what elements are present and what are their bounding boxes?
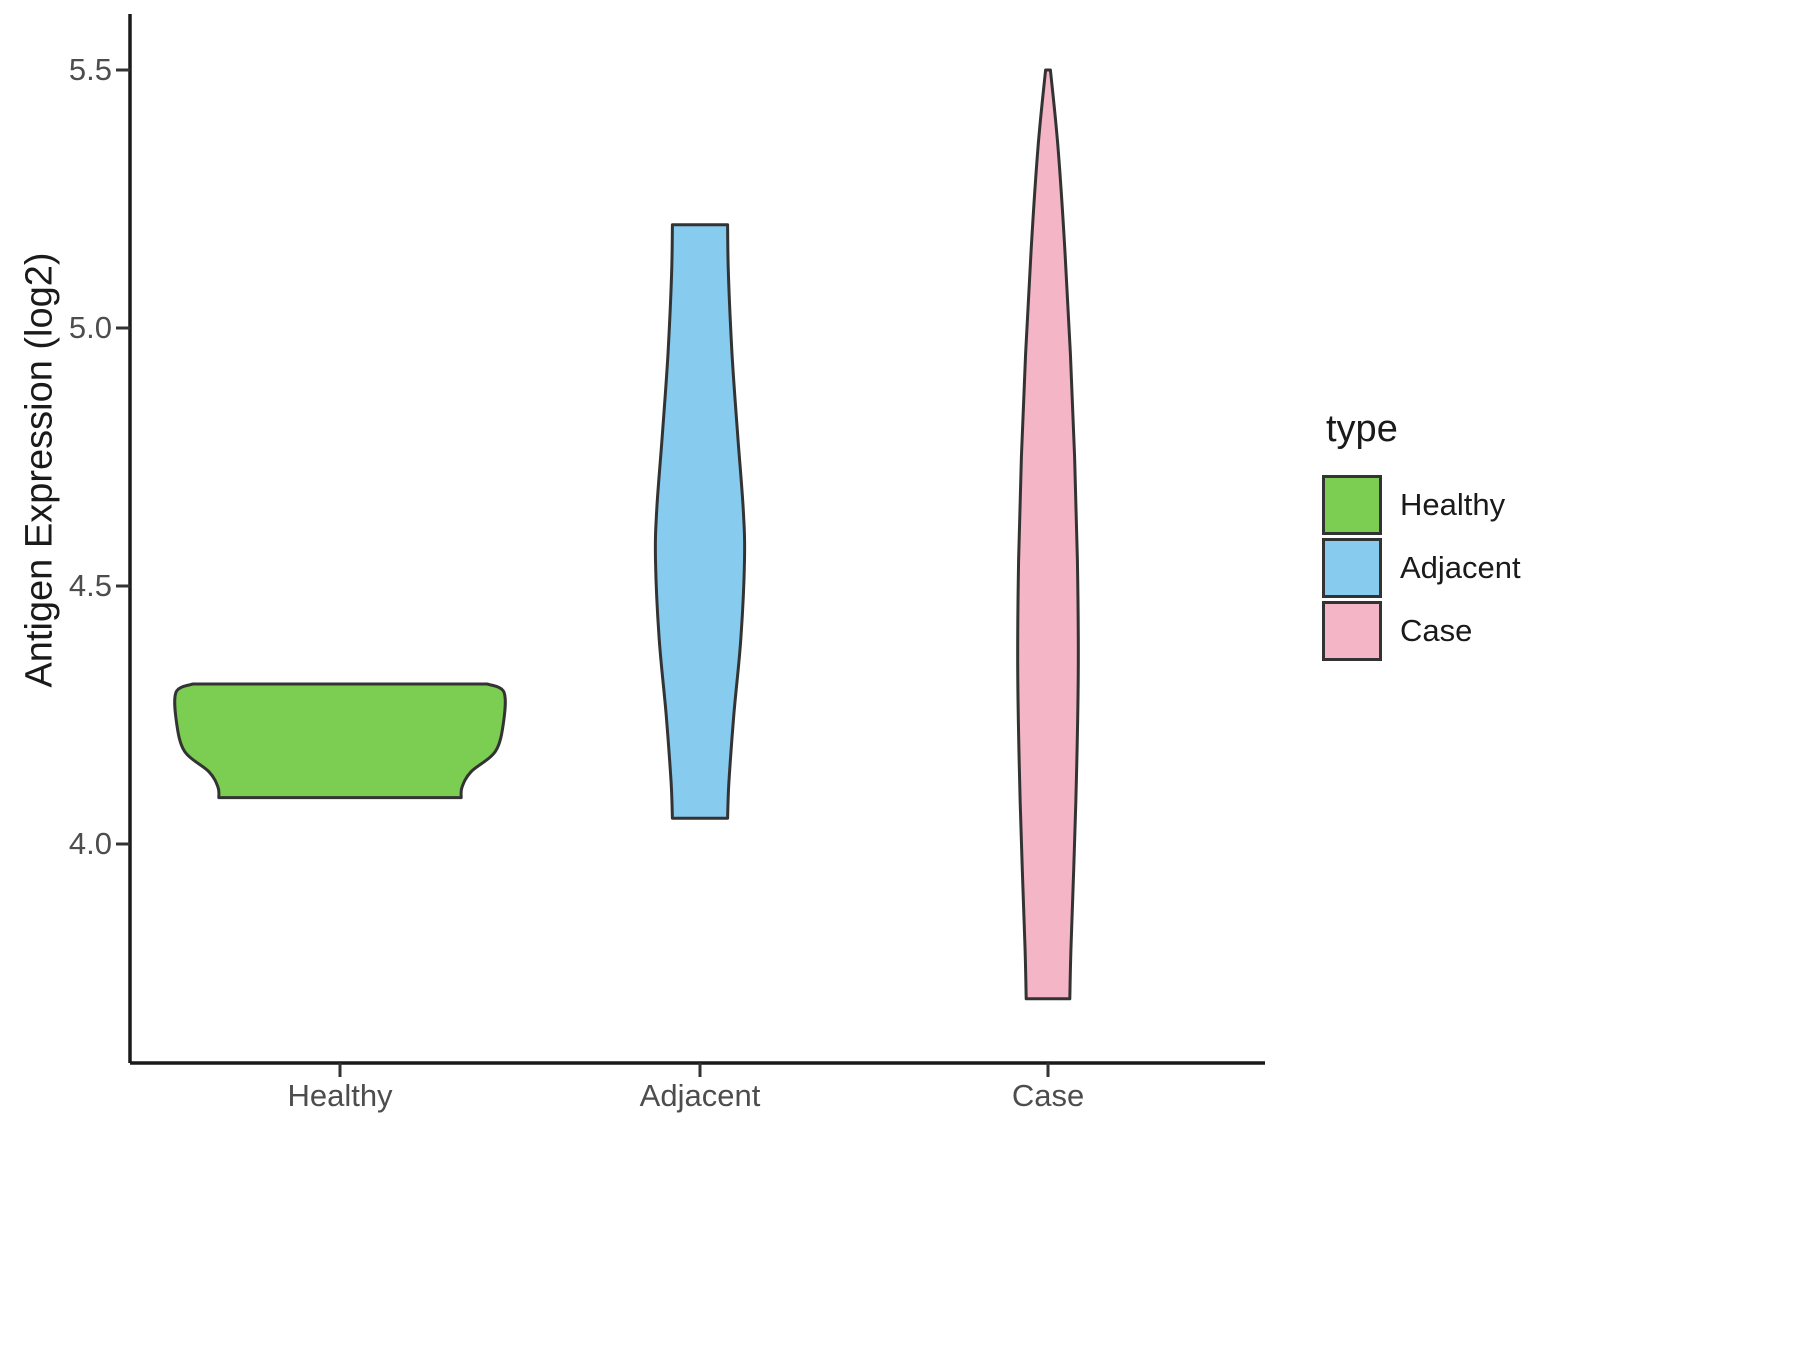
y-tick-labels: 4.0 4.5 5.0 5.5	[0, 0, 112, 1350]
legend-key-swatch	[1322, 475, 1382, 535]
violin-adjacent	[653, 223, 747, 820]
x-tick-label-healthy: Healthy	[287, 1078, 393, 1113]
y-tick-label-5.0: 5.0	[68, 310, 112, 345]
x-tick-label-case: Case	[1011, 1078, 1085, 1113]
x-tick-label-adjacent: Adjacent	[639, 1078, 761, 1113]
y-tick-label-4.0: 4.0	[68, 826, 112, 861]
legend-label: Adjacent	[1400, 550, 1521, 585]
violin-case	[1016, 68, 1080, 1001]
legend-entries: Healthy Adjacent Case	[1322, 475, 1521, 661]
legend-label: Case	[1400, 613, 1473, 648]
legend: type Healthy Adjacent Case	[1322, 408, 1521, 664]
legend-title: type	[1326, 408, 1398, 450]
violin-healthy	[173, 682, 507, 800]
legend-entry-healthy: Healthy	[1322, 475, 1521, 535]
legend-key-swatch	[1322, 601, 1382, 661]
legend-key-swatch	[1322, 538, 1382, 598]
y-tick-label-4.5: 4.5	[68, 568, 112, 603]
legend-label: Healthy	[1400, 487, 1506, 522]
y-tick-label-5.5: 5.5	[68, 52, 112, 87]
legend-entry-adjacent: Adjacent	[1322, 538, 1521, 598]
legend-entry-case: Case	[1322, 601, 1521, 661]
